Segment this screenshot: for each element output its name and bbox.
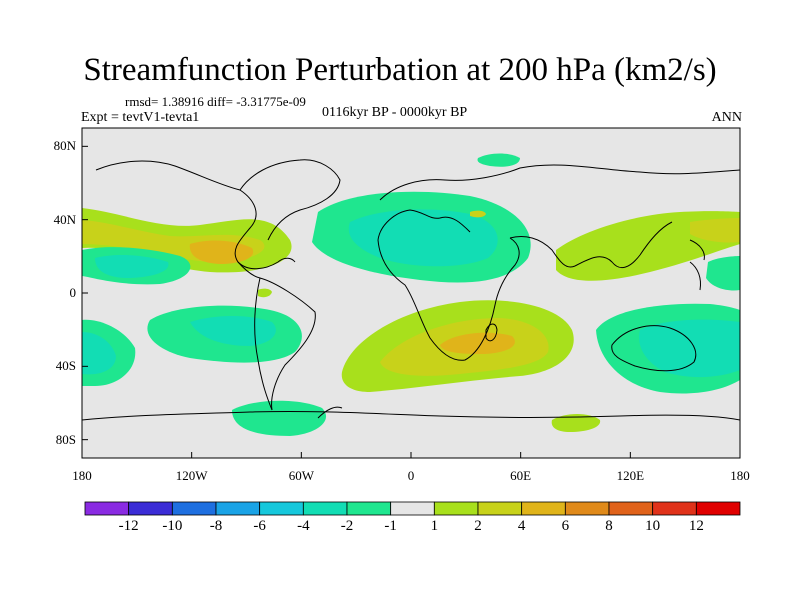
anomaly-region <box>440 332 515 354</box>
colorbar-label: 1 <box>430 518 439 534</box>
colorbar-label: -8 <box>209 518 223 534</box>
colorbar-label: 10 <box>645 518 661 534</box>
stats-line: rmsd= 1.38916 diff= -3.31775e-09 <box>125 94 306 109</box>
colorbar-swatch <box>215 501 261 516</box>
lat-tick-label: 40S <box>55 358 76 374</box>
colorbar-label: -2 <box>340 518 354 534</box>
lon-tick-label: 180 <box>72 468 92 483</box>
lat-tick-label: 0 <box>69 285 77 300</box>
anomaly-region <box>82 332 116 375</box>
colorbar-label: -1 <box>384 518 397 534</box>
experiment-label: Expt = tevtV1-tevta1 <box>81 110 200 125</box>
plot-title: Streamfunction Perturbation at 200 hPa (… <box>83 52 717 88</box>
lon-tick-label: 180 <box>730 468 750 483</box>
coastlines <box>82 159 740 421</box>
anomaly-region <box>706 256 740 291</box>
colorbar-swatch <box>652 501 697 516</box>
lon-tick-label: 120E <box>616 468 645 483</box>
colorbar-swatch <box>171 501 217 516</box>
lon-tick-label: 120W <box>175 468 208 483</box>
period-label: 0116kyr BP - 0000kyr BP <box>322 105 468 120</box>
colorbar-label: 4 <box>517 518 526 534</box>
colorbar <box>84 501 741 516</box>
anomaly-region <box>258 288 272 298</box>
lon-tick-label: 0 <box>407 468 415 483</box>
colorbar-swatch <box>128 501 173 516</box>
colorbar-label: -6 <box>253 518 266 534</box>
colorbar-label: 12 <box>688 518 704 534</box>
colorbar-label: 2 <box>474 518 482 534</box>
anomaly-region <box>470 210 486 218</box>
colorbar-label: 8 <box>605 518 613 534</box>
map-background <box>82 128 740 458</box>
colorbar-swatch <box>608 501 654 516</box>
anomaly-region <box>189 240 254 264</box>
colorbar-label: -12 <box>118 518 139 534</box>
colorbar-swatch <box>477 501 523 516</box>
anomaly-region <box>477 153 520 167</box>
season-label: ANN <box>711 110 742 125</box>
colorbar-label: -4 <box>297 518 310 534</box>
lat-tick-label: 40N <box>53 211 76 227</box>
colorbar-swatch <box>521 501 566 516</box>
anomaly-region <box>95 255 169 278</box>
colorbar-swatch <box>695 501 741 516</box>
colorbar-label: -10 <box>162 518 183 534</box>
colorbar-swatch <box>259 501 304 516</box>
colorbar-swatch <box>564 501 610 516</box>
lon-tick-label: 60W <box>288 468 314 483</box>
colorbar-swatch <box>433 501 479 516</box>
anomaly-region <box>639 319 740 378</box>
colorbar-swatch <box>346 501 392 516</box>
lat-tick-label: 80N <box>53 138 76 154</box>
colorbar-swatch <box>84 501 130 516</box>
axis-ticks <box>81 145 741 458</box>
anomaly-region <box>232 400 327 436</box>
colorbar-label: 6 <box>561 518 570 534</box>
colorbar-swatch <box>390 501 435 516</box>
lon-tick-label: 60E <box>510 468 532 483</box>
colorbar-swatch <box>302 501 348 516</box>
anomaly-region <box>690 218 740 243</box>
lat-tick-label: 80S <box>55 431 76 447</box>
anomaly-region <box>551 414 601 432</box>
